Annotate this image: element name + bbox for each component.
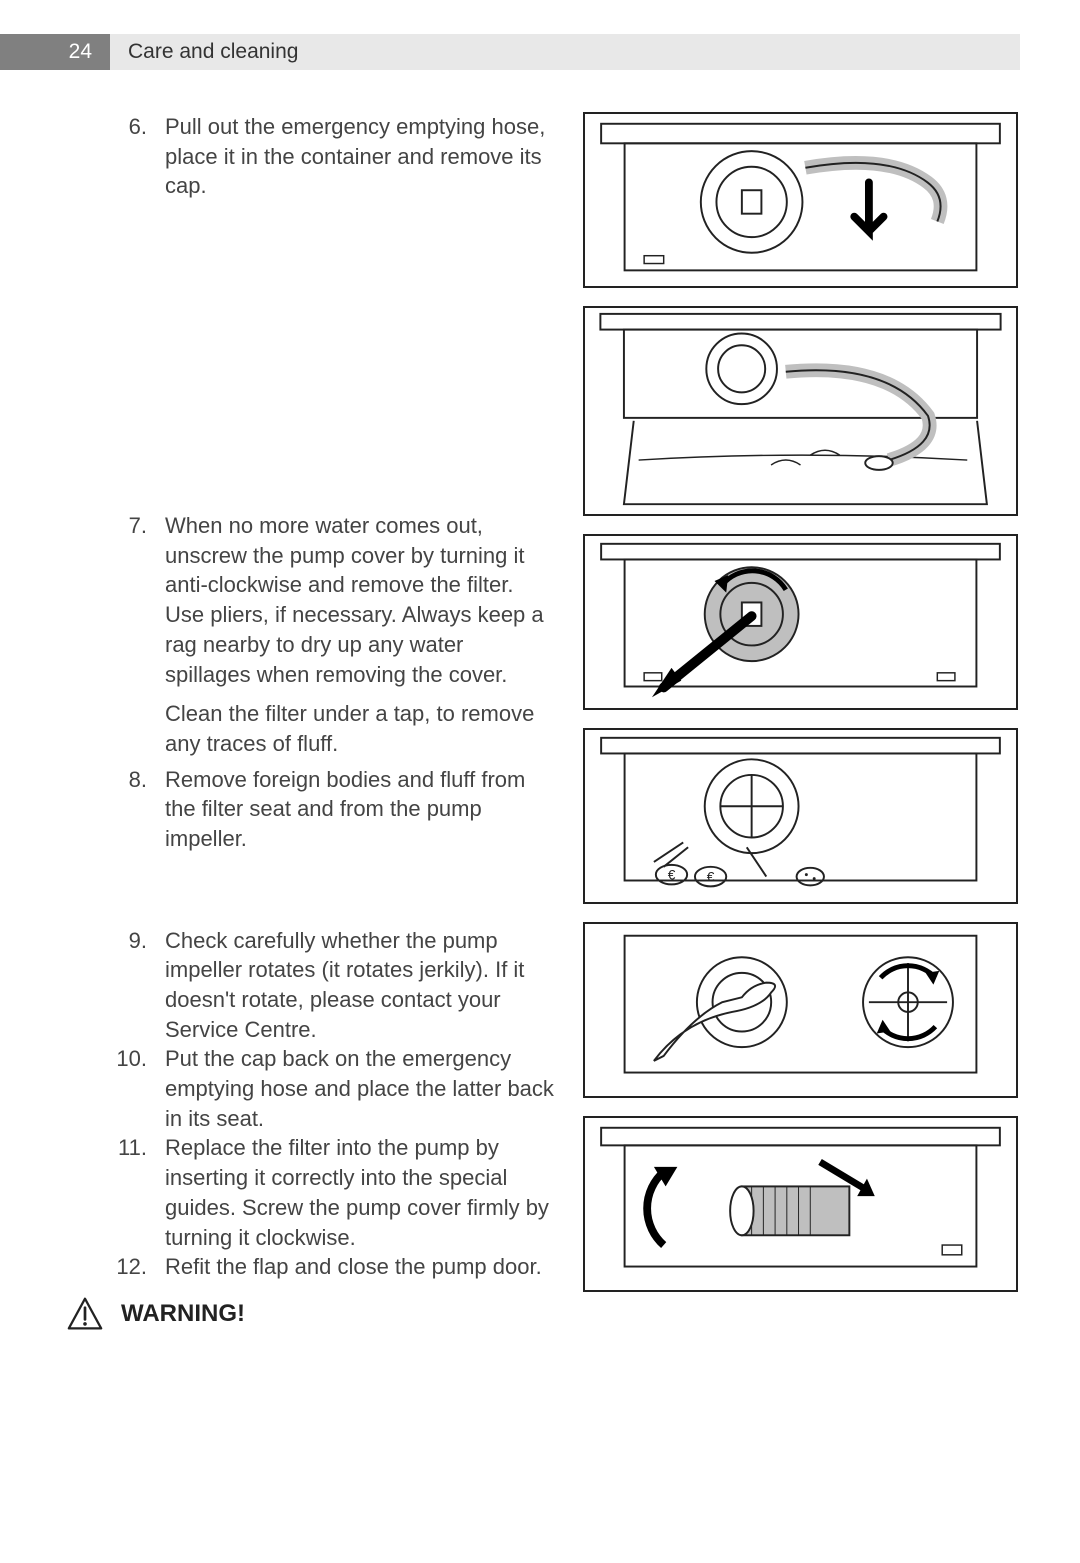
figure-column: € € (583, 112, 1018, 1332)
svg-text:€: € (707, 869, 715, 884)
step-number: 12. (115, 1252, 147, 1282)
step-6: 6. Pull out the emergency emptying hose,… (115, 112, 555, 201)
step-number: 9. (115, 926, 147, 1045)
warning-label: WARNING! (121, 1300, 245, 1328)
text-column: 6. Pull out the emergency emptying hose,… (115, 112, 555, 1332)
figure-step6a (583, 112, 1018, 288)
warning-row: WARNING! (67, 1296, 555, 1332)
step-text: Pull out the emergency emptying hose, pl… (165, 112, 555, 201)
step-10: 10. Put the cap back on the emergency em… (115, 1044, 555, 1133)
figure-step11 (583, 1116, 1018, 1292)
svg-text:€: € (668, 868, 676, 883)
header-bar: 24 Care and cleaning (0, 34, 1080, 70)
step-12: 12. Refit the flap and close the pump do… (115, 1252, 555, 1282)
step-7: 7. When no more water comes out, unscrew… (115, 511, 555, 759)
warning-icon (67, 1296, 103, 1332)
step-8: 8. Remove foreign bodies and fluff from … (115, 765, 555, 854)
figure-step9 (583, 922, 1018, 1098)
step-number: 10. (115, 1044, 147, 1133)
step-text: When no more water comes out, unscrew th… (165, 511, 555, 689)
content-area: 6. Pull out the emergency emptying hose,… (0, 112, 1080, 1332)
step-number: 11. (115, 1133, 147, 1252)
page-number: 24 (0, 34, 110, 70)
step-text: Refit the flap and close the pump door. (165, 1252, 555, 1282)
step-number: 8. (115, 765, 147, 854)
step-text: Check carefully whether the pump impelle… (165, 926, 555, 1045)
section-title: Care and cleaning (110, 34, 1020, 70)
figure-step8: € € (583, 728, 1018, 904)
step-text: Put the cap back on the emergency emptyi… (165, 1044, 555, 1133)
step-11: 11. Replace the filter into the pump by … (115, 1133, 555, 1252)
figure-step6b (583, 306, 1018, 516)
step-number: 7. (115, 511, 147, 759)
step-text: Remove foreign bodies and fluff from the… (165, 765, 555, 854)
step-text: Replace the filter into the pump by inse… (165, 1133, 555, 1252)
step-9: 9. Check carefully whether the pump impe… (115, 926, 555, 1045)
step-number: 6. (115, 112, 147, 201)
figure-step7 (583, 534, 1018, 710)
step-paragraph: Clean the filter under a tap, to remove … (165, 699, 555, 758)
